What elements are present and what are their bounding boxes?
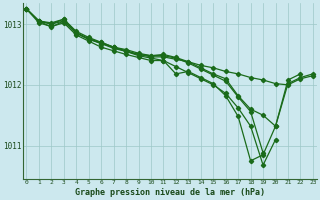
X-axis label: Graphe pression niveau de la mer (hPa): Graphe pression niveau de la mer (hPa): [75, 188, 265, 197]
